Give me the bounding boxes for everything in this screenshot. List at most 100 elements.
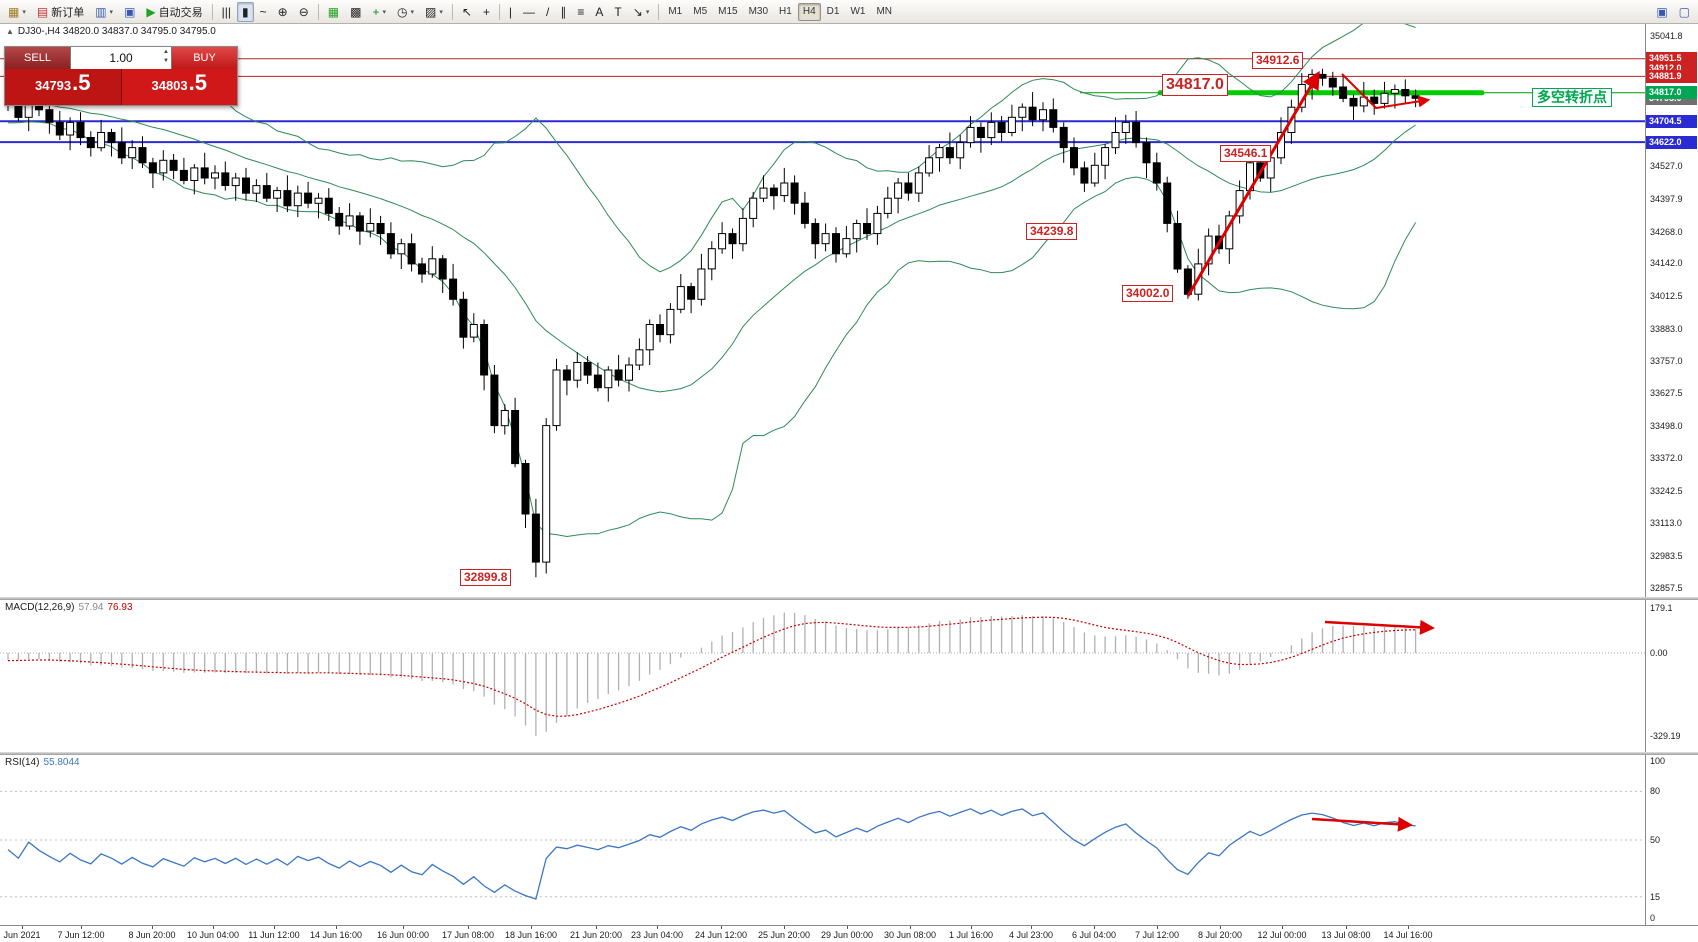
trend-arrow-2[interactable] — [1341, 73, 1431, 110]
price-tick: 33627.5 — [1650, 388, 1683, 398]
timeframe-d1-button[interactable]: D1 — [822, 3, 845, 21]
price-annotation-34002.0[interactable]: 34002.0 — [1122, 285, 1174, 302]
price-scale[interactable]: 35041.8 34527.0 34397.9 34268.0 34142.0 34012… — [1645, 24, 1698, 597]
buy-price-button[interactable]: 34803.5 — [121, 69, 237, 105]
channel-button[interactable]: ∥ — [555, 2, 571, 22]
rsi-canvas[interactable] — [0, 755, 1646, 925]
buy-button[interactable]: BUY — [171, 47, 237, 69]
main-chart-canvas[interactable] — [0, 24, 1646, 597]
macd-canvas[interactable] — [0, 600, 1646, 752]
time-axis[interactable]: Jun 2021 7 Jun 12:00 8 Jun 20:00 10 Jun 04:… — [0, 925, 1698, 942]
volume-input[interactable]: 1.00 ▲ ▼ — [71, 47, 171, 69]
auto-trading-button[interactable]: ▶ 自动交易 — [141, 2, 207, 22]
new-order-button-label: 新订单 — [51, 6, 85, 19]
time-label: Jun 2021 — [3, 930, 41, 940]
time-label: 7 Jul 12:00 — [1134, 930, 1180, 940]
templates-button[interactable]: ▨ ▾ — [420, 2, 448, 22]
trendline-button[interactable]: / — [541, 2, 554, 22]
label-button[interactable]: T — [609, 2, 626, 22]
arrow-tool-button-caret-icon: ▾ — [645, 8, 650, 16]
periods-button[interactable]: ◷ ▾ — [392, 2, 419, 22]
dock-window-button[interactable]: ▣ — [1651, 2, 1672, 22]
indicators-button[interactable]: + ▾ — [367, 2, 391, 22]
auto-arrange-button[interactable]: ▩ — [345, 2, 366, 22]
timeframe-w1-button[interactable]: W1 — [845, 3, 870, 21]
fibonacci-button[interactable]: ≡ — [572, 2, 589, 22]
panel-splitter[interactable] — [0, 752, 1698, 755]
trend-arrow-1[interactable] — [1186, 70, 1320, 297]
toolbar-separator — [498, 3, 500, 20]
timeframe-h4-button[interactable]: H4 — [797, 2, 821, 21]
timeframe-m5-button[interactable]: M5 — [688, 3, 712, 21]
arrow-tool-button[interactable]: ↘ ▾ — [628, 2, 655, 22]
time-label: 7 Jun 12:00 — [57, 930, 105, 940]
sell-price-button[interactable]: 34793.5 — [5, 69, 122, 105]
buy-price-frac: .5 — [188, 70, 207, 95]
crosshair-button[interactable]: + — [478, 2, 495, 22]
cursor-button[interactable]: ↖ — [457, 2, 477, 22]
text-button[interactable]: A — [590, 2, 608, 22]
price-annotation-34239.8[interactable]: 34239.8 — [1026, 223, 1078, 240]
stepper-up-icon[interactable]: ▲ — [163, 49, 169, 55]
vertical-line-button[interactable]: | — [504, 2, 517, 22]
timeframe-m1-button[interactable]: M1 — [663, 3, 687, 21]
macd-tick: -329.19 — [1650, 731, 1681, 741]
time-label: 23 Jun 04:00 — [630, 930, 684, 940]
macd-panel[interactable]: MACD(12,26,9) 57.94 76.93 179.1 0.00 -329.19 — [0, 600, 1698, 752]
rsi-scale[interactable]: 100 80 50 15 0 — [1645, 755, 1698, 925]
charts-profile-button-icon: ▥ — [95, 4, 107, 19]
time-tick — [657, 926, 658, 929]
price-annotation-32899.8[interactable]: 32899.8 — [460, 569, 512, 586]
turning-point-label[interactable]: 多空转折点 — [1532, 88, 1612, 107]
price-annotation-34912.6[interactable]: 34912.6 — [1252, 52, 1304, 69]
candlestick-mode-button[interactable]: ▮ — [237, 1, 254, 22]
auto-trading-button-icon: ▶ — [146, 4, 156, 19]
zoom-out-button[interactable]: ⊖ — [294, 2, 314, 22]
time-label: 30 Jun 08:00 — [883, 930, 937, 940]
charts-profile-button[interactable]: ▥ ▾ — [90, 2, 118, 22]
time-label: 18 Jun 16:00 — [504, 930, 558, 940]
timeframe-m15-button[interactable]: M15 — [713, 3, 742, 21]
panel-splitter[interactable] — [0, 597, 1698, 600]
timeframe-m30-button[interactable]: M30 — [744, 3, 773, 21]
one-click-trading-panel: SELL 1.00 ▲ ▼ BUY 34793.5 34803.5 — [4, 46, 238, 106]
buy-price-main: 34803 — [151, 78, 188, 93]
time-tick — [403, 926, 404, 929]
stepper-down-icon[interactable]: ▼ — [163, 58, 169, 64]
timeframe-mn-button[interactable]: MN — [871, 3, 897, 21]
volume-stepper[interactable]: ▲ ▼ — [163, 48, 169, 66]
new-chart-button-icon: ▦ — [8, 4, 20, 19]
macd-scale[interactable]: 179.1 0.00 -329.19 — [1645, 600, 1698, 752]
macd-tick: 179.1 — [1650, 603, 1673, 613]
main-chart-panel[interactable]: ▲ DJ30-,H4 34820.0 34837.0 34795.0 34795… — [0, 24, 1698, 597]
timeframe-h1-button[interactable]: H1 — [774, 3, 797, 21]
rsi-panel[interactable]: RSI(14) 55.8044 100 80 50 15 0 — [0, 755, 1698, 925]
time-label: 12 Jul 00:00 — [1257, 930, 1307, 940]
data-window-button[interactable]: ▣ — [119, 2, 140, 22]
rsi-tick: 100 — [1650, 756, 1666, 766]
time-tick — [721, 926, 722, 929]
macd-trend-arrow[interactable] — [1324, 619, 1435, 635]
new-order-button[interactable]: ▤ 新订单 — [32, 2, 89, 22]
zoom-in-button[interactable]: ⊕ — [273, 2, 293, 22]
time-tick — [1094, 926, 1095, 929]
horizontal-line-button[interactable]: — — [518, 2, 540, 22]
indicators-button-caret-icon: ▾ — [382, 8, 386, 16]
bar-chart-mode-button[interactable]: ||| — [217, 2, 236, 22]
fullscreen-button[interactable]: ▢ — [1674, 2, 1695, 22]
price-annotation-34546.1[interactable]: 34546.1 — [1220, 145, 1272, 162]
price-tick: 33242.5 — [1650, 486, 1683, 496]
line-chart-mode-button[interactable]: ~ — [255, 2, 272, 22]
tile-windows-button[interactable]: ▦ — [323, 2, 344, 22]
bollinger-middle-band — [7, 98, 1416, 393]
candlestick-mode-button-icon: ▮ — [242, 4, 249, 19]
new-chart-button[interactable]: ▦ ▾ — [3, 2, 31, 22]
candlesticks — [4, 68, 1420, 578]
price-tick: 34527.0 — [1650, 161, 1683, 171]
price-annotation-34817.0[interactable]: 34817.0 — [1162, 74, 1228, 96]
time-tick — [1408, 926, 1409, 929]
sell-button[interactable]: SELL — [5, 47, 71, 69]
symbol-ohlc-text: DJ30-,H4 34820.0 34837.0 34795.0 34795.0 — [17, 26, 216, 37]
label-button-icon: T — [614, 4, 622, 19]
rsi-trend-arrow[interactable] — [1311, 816, 1413, 832]
